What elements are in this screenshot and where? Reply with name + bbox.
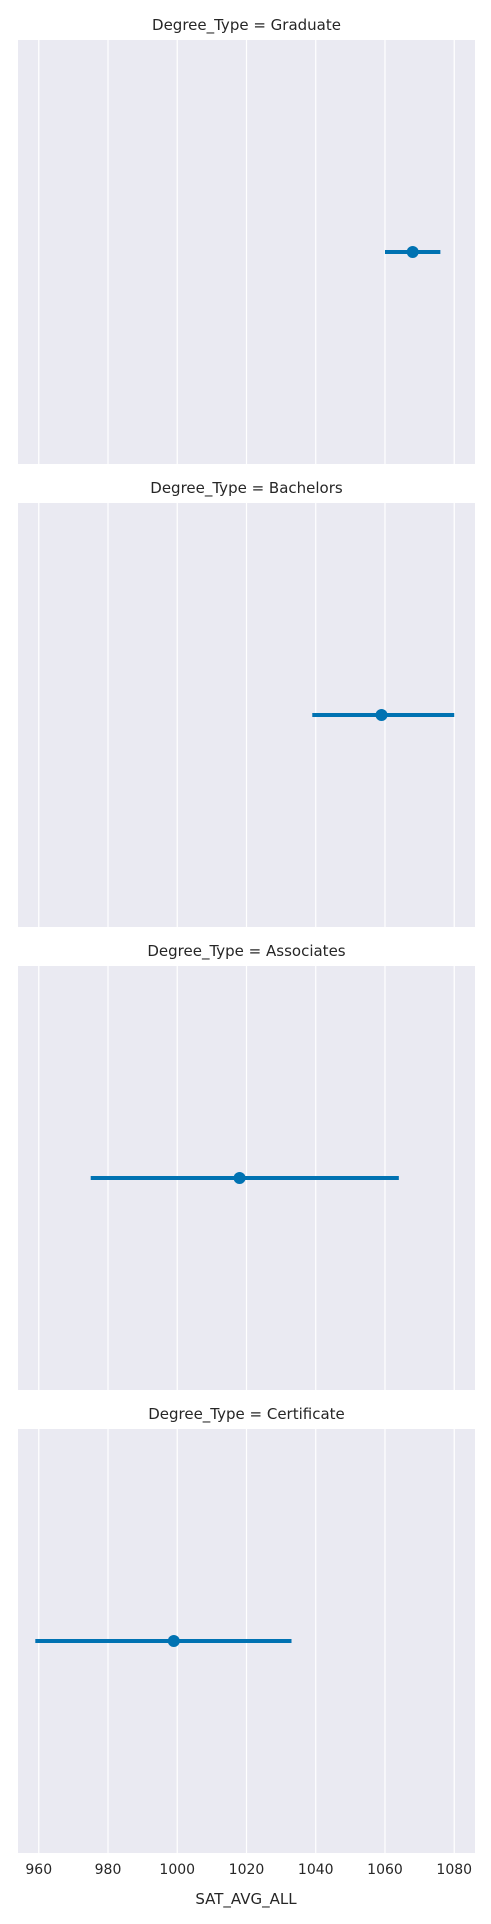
facet-panel: Degree_Type = Graduate bbox=[18, 16, 475, 464]
x-tick-label: 980 bbox=[95, 1862, 122, 1878]
facet-panel: Degree_Type = Bachelors bbox=[18, 479, 475, 927]
x-tick-label: 960 bbox=[25, 1862, 52, 1878]
panels-layer: Degree_Type = Graduate Degree_Type = Bach… bbox=[18, 16, 475, 1853]
x-tick-label: 1060 bbox=[367, 1862, 403, 1878]
x-tick-label: 1080 bbox=[436, 1862, 472, 1878]
x-axis-label: SAT_AVG_ALL bbox=[195, 1890, 297, 1909]
x-tick-label: 1020 bbox=[229, 1862, 265, 1878]
panel-title: Degree_Type = Associates bbox=[147, 942, 345, 961]
panel-title: Degree_Type = Bachelors bbox=[150, 479, 343, 498]
facet-panel: Degree_Type = Associates bbox=[18, 942, 475, 1390]
x-axis: 960 980 1000 1020 1040 1060 1080 bbox=[25, 1862, 472, 1878]
panel-title: Degree_Type = Certificate bbox=[148, 1405, 345, 1424]
x-tick-label: 1000 bbox=[159, 1862, 195, 1878]
point-estimate bbox=[406, 246, 419, 258]
facet-panel: Degree_Type = Certificate bbox=[18, 1405, 475, 1853]
point-estimate bbox=[233, 1172, 246, 1184]
x-tick-label: 1040 bbox=[298, 1862, 334, 1878]
point-estimate bbox=[375, 709, 388, 721]
panel-title: Degree_Type = Graduate bbox=[152, 16, 341, 35]
point-estimate bbox=[167, 1635, 180, 1647]
